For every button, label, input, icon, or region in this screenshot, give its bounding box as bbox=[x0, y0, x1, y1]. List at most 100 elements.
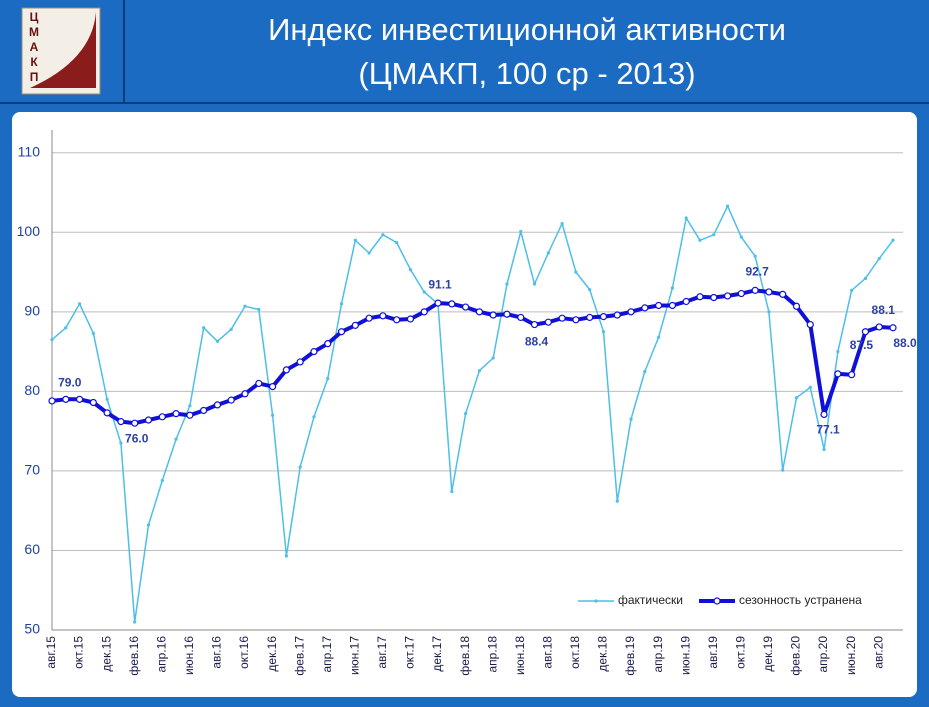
data-point bbox=[725, 204, 730, 208]
x-tick-label: дек.17 bbox=[430, 636, 444, 672]
data-point bbox=[712, 233, 716, 237]
data-point bbox=[615, 499, 619, 503]
data-point bbox=[146, 523, 151, 527]
x-tick-label: авг.15 bbox=[44, 636, 58, 669]
x-tick-label: фев.19 bbox=[623, 636, 637, 676]
data-point bbox=[257, 307, 261, 312]
data-point bbox=[284, 554, 288, 558]
data-point bbox=[792, 302, 801, 310]
x-tick-label: апр.19 bbox=[651, 636, 665, 673]
data-point bbox=[753, 254, 757, 258]
legend-marker bbox=[594, 599, 598, 603]
data-point bbox=[477, 369, 481, 373]
data-point bbox=[213, 401, 222, 409]
data-point bbox=[326, 377, 330, 381]
logo bbox=[21, 7, 101, 95]
data-point bbox=[379, 312, 387, 320]
data-point bbox=[794, 396, 799, 400]
data-label: 77.1 bbox=[816, 423, 840, 437]
data-label: 88.1 bbox=[872, 303, 896, 317]
data-label: 88.4 bbox=[525, 335, 549, 349]
data-point bbox=[381, 233, 385, 237]
legend-marker bbox=[713, 597, 721, 605]
data-point bbox=[351, 321, 359, 329]
x-tick-label: окт.16 bbox=[237, 636, 251, 669]
data-point bbox=[62, 395, 70, 403]
data-point bbox=[464, 412, 468, 416]
data-point bbox=[215, 339, 220, 343]
data-point bbox=[160, 478, 164, 483]
data-point bbox=[270, 413, 275, 417]
data-point bbox=[877, 256, 881, 261]
y-tick-label: 100 bbox=[17, 223, 41, 239]
data-point bbox=[64, 326, 68, 330]
data-point bbox=[144, 416, 153, 424]
data-point bbox=[546, 251, 550, 255]
x-tick-label: авг.16 bbox=[210, 636, 224, 669]
x-tick-label: июн.19 bbox=[678, 636, 692, 675]
data-point bbox=[75, 395, 84, 403]
data-point bbox=[420, 308, 428, 316]
x-tick-label: авг.17 bbox=[375, 636, 389, 669]
data-point bbox=[298, 465, 302, 469]
data-point bbox=[737, 289, 745, 298]
x-tick-label: июн.16 bbox=[182, 636, 196, 675]
data-label: 91.1 bbox=[428, 277, 452, 291]
data-label: 88.0 bbox=[893, 336, 917, 350]
data-point bbox=[200, 406, 208, 415]
data-point bbox=[339, 302, 344, 306]
y-tick-label: 60 bbox=[24, 541, 40, 557]
data-point bbox=[698, 238, 702, 242]
logo-letter: П bbox=[30, 70, 39, 84]
data-point bbox=[105, 397, 109, 401]
data-point bbox=[836, 350, 840, 354]
data-point bbox=[572, 316, 580, 324]
data-point bbox=[312, 415, 316, 419]
data-point bbox=[450, 490, 454, 494]
x-tick-label: окт.19 bbox=[734, 636, 748, 669]
data-point bbox=[519, 229, 523, 234]
data-point bbox=[822, 447, 826, 452]
data-point bbox=[629, 417, 633, 421]
data-point bbox=[657, 335, 661, 339]
series-line bbox=[51, 205, 894, 623]
data-point bbox=[641, 304, 649, 312]
data-point bbox=[188, 404, 192, 408]
data-label: 76.0 bbox=[125, 431, 149, 445]
data-point bbox=[186, 411, 194, 419]
data-point bbox=[395, 241, 399, 245]
x-tick-label: фев.18 bbox=[458, 636, 472, 676]
data-point bbox=[158, 413, 166, 421]
data-point bbox=[406, 315, 415, 323]
y-tick-label: 50 bbox=[24, 621, 40, 637]
data-point bbox=[889, 324, 897, 332]
logo-curve bbox=[30, 12, 96, 88]
title-line: (ЦМАКП, 100 ср - 2013) bbox=[358, 56, 695, 91]
data-point bbox=[875, 323, 883, 331]
data-point bbox=[229, 327, 233, 331]
data-point bbox=[560, 221, 564, 226]
data-point bbox=[117, 418, 125, 426]
data-point bbox=[574, 270, 578, 274]
x-tick-label: авг.20 bbox=[871, 636, 885, 669]
data-point bbox=[475, 308, 483, 316]
x-tick-label: авг.19 bbox=[706, 636, 720, 669]
y-tick-label: 70 bbox=[24, 462, 40, 478]
data-point bbox=[668, 301, 677, 310]
data-point bbox=[324, 340, 332, 348]
data-point bbox=[808, 385, 812, 390]
y-tick-label: 80 bbox=[24, 382, 40, 398]
data-point bbox=[601, 330, 606, 334]
data-label: 79.0 bbox=[58, 376, 82, 390]
data-point bbox=[891, 238, 895, 242]
legend-label: сезонность устранена bbox=[739, 593, 862, 607]
data-point bbox=[462, 303, 470, 311]
x-tick-label: фев.17 bbox=[292, 636, 306, 676]
x-tick-label: фев.16 bbox=[127, 636, 141, 676]
logo-letter: А bbox=[30, 40, 39, 54]
data-point bbox=[861, 328, 870, 336]
data-point bbox=[558, 314, 566, 322]
data-point bbox=[530, 320, 539, 329]
data-point bbox=[806, 320, 814, 329]
